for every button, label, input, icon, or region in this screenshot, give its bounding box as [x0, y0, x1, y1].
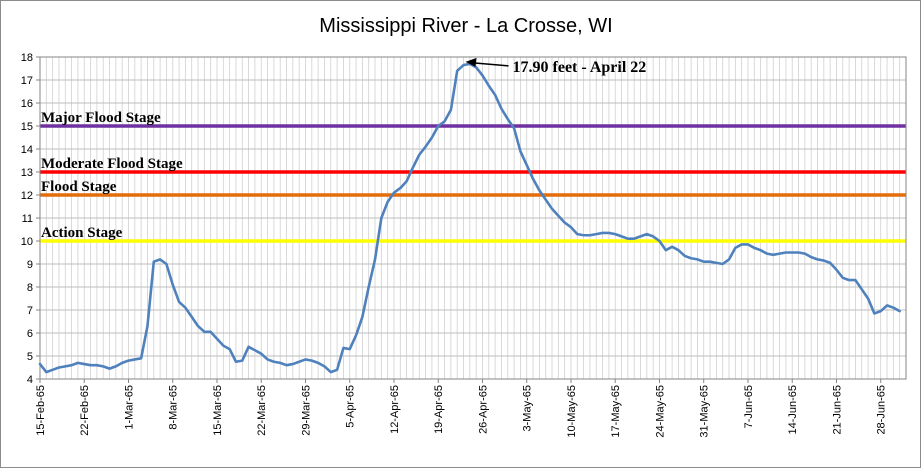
grid-lines [40, 56, 906, 380]
y-tick-label: 6 [27, 328, 33, 340]
chart-title: Mississippi River - La Crosse, WI [319, 15, 612, 37]
y-tick-label: 4 [27, 374, 33, 386]
x-tick-label: 19-Apr-65 [433, 385, 445, 434]
y-tick-label: 13 [21, 167, 33, 179]
x-axis-ticks: 15-Feb-65 22-Feb-65 1-Mar-65 8-Mar-65 15-Mar… [35, 379, 888, 438]
y-tick-label: 12 [21, 190, 33, 202]
stage-labels: Major Flood Stage Moderate Flood Stage Flo… [41, 110, 183, 241]
stage-label-0: Major Flood Stage [41, 110, 161, 126]
x-tick-label: 29-Mar-65 [300, 385, 312, 436]
x-tick-label: 1-Mar-65 [123, 385, 135, 430]
x-tick-label: 14-Jun-65 [787, 385, 799, 435]
annotation-arrowhead [465, 57, 477, 67]
y-tick-label: 7 [27, 305, 33, 317]
x-tick-label: 7-Jun-65 [743, 385, 755, 428]
y-tick-label: 9 [27, 259, 33, 271]
x-tick-label: 26-Apr-65 [477, 385, 489, 434]
y-tick-label: 18 [21, 52, 33, 64]
x-tick-label: 15-Mar-65 [212, 385, 224, 436]
y-tick-label: 17 [21, 75, 33, 87]
y-tick-label: 16 [21, 98, 33, 110]
stage-label-1: Moderate Flood Stage [41, 156, 183, 172]
y-tick-label: 15 [21, 121, 33, 133]
y-tick-label: 5 [27, 351, 33, 363]
x-tick-label: 24-May-65 [654, 385, 666, 438]
x-tick-label: 15-Feb-65 [35, 385, 47, 436]
y-tick-label: 10 [21, 236, 33, 248]
x-tick-label: 8-Mar-65 [168, 385, 180, 430]
annotation-arrow-line [473, 62, 509, 67]
x-tick-label: 17-May-65 [610, 385, 622, 438]
y-tick-label: 14 [21, 144, 33, 156]
x-tick-label: 21-Jun-65 [831, 385, 843, 435]
x-tick-label: 10-May-65 [566, 385, 578, 438]
x-tick-label: 3-May-65 [522, 385, 534, 431]
y-tick-label: 8 [27, 282, 33, 294]
x-tick-label: 22-Feb-65 [79, 385, 91, 436]
annotation-label: 17.90 feet - April 22 [513, 59, 647, 76]
y-axis-ticks: 4 5 6 7 8 9 10 11 12 13 14 15 16 17 18 [21, 52, 40, 386]
x-tick-label: 28-Jun-65 [876, 385, 888, 435]
stage-lines [40, 124, 906, 243]
y-tick-label: 11 [22, 213, 33, 225]
x-tick-label: 5-Apr-65 [345, 385, 357, 428]
peak-annotation: 17.90 feet - April 22 [465, 57, 647, 76]
stage-label-2: Flood Stage [41, 179, 117, 195]
x-tick-label: 22-Mar-65 [256, 385, 268, 436]
x-tick-label: 12-Apr-65 [389, 385, 401, 434]
stage-label-3: Action Stage [41, 225, 123, 241]
x-tick-label: 31-May-65 [699, 385, 711, 438]
